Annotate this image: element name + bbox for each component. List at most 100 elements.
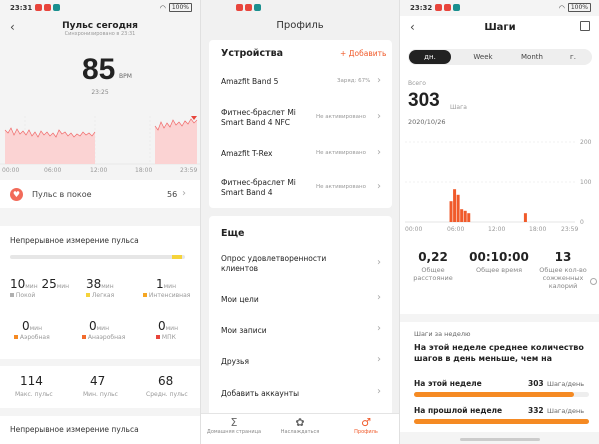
metric-label: Общее время — [475, 266, 523, 274]
stat-value: 114 — [20, 374, 43, 388]
device-row[interactable]: Фитнес-браслет Mi Smart Band 4 Не активи… — [209, 176, 392, 206]
share-icon[interactable] — [580, 21, 590, 31]
x-tick: 12:00 — [90, 167, 108, 174]
heart-icon: ♥ — [10, 188, 23, 201]
y-tick: 200 — [580, 139, 592, 146]
x-tick: 06:00 — [447, 226, 464, 233]
stat-value: 47 — [90, 374, 106, 388]
zone-value: 10мин 25мин — [10, 277, 70, 291]
device-row[interactable]: Фитнес-браслет Mi Smart Band 4 NFC Не ак… — [209, 106, 392, 136]
menu-item-goals[interactable]: Мои цели › — [209, 292, 392, 308]
this-week-label: На этой неделе — [414, 379, 482, 388]
chevron-right-icon: › — [377, 292, 381, 303]
add-device-button[interactable]: + Добавить — [340, 49, 387, 58]
nav-profile[interactable]: ♂ Профиль — [333, 416, 399, 435]
this-week-track — [414, 392, 589, 397]
steps-bar — [449, 201, 453, 222]
status-bar — [201, 0, 399, 16]
chevron-right-icon: › — [377, 386, 381, 397]
total-label: Всего — [408, 80, 426, 87]
menu-item-label: Опрос удовлетворенности клиентов — [221, 254, 327, 273]
devices-title: Устройства — [221, 48, 284, 59]
resting-pulse-label: Пульс в покое — [32, 190, 92, 199]
zone-label: Покой — [10, 292, 35, 299]
sync-text: Синхронизировано в 23:31 — [64, 31, 136, 37]
info-icon[interactable] — [590, 278, 597, 285]
status-time: 23:31 — [10, 4, 33, 12]
steps-bar — [523, 213, 527, 222]
notification-icons — [35, 4, 60, 11]
this-week-bar — [414, 392, 574, 397]
nav-label: Профиль — [354, 429, 378, 435]
device-row[interactable]: Amazfit Band 5 Заряд: 67% › — [209, 74, 392, 96]
wifi-icon: ◠ — [558, 3, 565, 12]
chevron-right-icon: › — [377, 111, 381, 122]
stat-label: Макс. пульс — [15, 391, 53, 398]
more-card: Еще Опрос удовлетворенности клиентов › М… — [209, 216, 392, 416]
device-name: Amazfit Band 5 — [221, 77, 279, 86]
chevron-right-icon: › — [377, 257, 381, 268]
steps-date: 2020/10/26 — [408, 118, 446, 126]
x-tick: 23:59 — [180, 167, 198, 174]
chevron-right-icon: › — [182, 188, 186, 199]
status-bar: 23:31 ◠ 100% — [0, 0, 200, 16]
battery-icon: 100% — [567, 3, 591, 12]
menu-item-records[interactable]: Мои записи › — [209, 323, 392, 339]
steps-bar — [456, 194, 460, 222]
chevron-right-icon: › — [377, 181, 381, 192]
steps-unit: Шага — [450, 104, 467, 111]
zone-value: 0мин — [89, 319, 109, 333]
weekly-card: Шаги за неделю На этой неделе среднее ко… — [400, 322, 599, 432]
y-tick: 100 — [580, 179, 592, 186]
nav-enjoy[interactable]: ✿ Наслаждаться — [267, 416, 333, 435]
page-title: Шаги — [484, 22, 516, 33]
more-title: Еще — [221, 228, 245, 239]
weekly-label: Шаги за неделю — [414, 330, 471, 338]
device-status: Не активировано — [316, 114, 366, 120]
menu-item-add-accounts[interactable]: Добавить аккаунты › — [209, 386, 392, 402]
home-icon: Σ — [230, 416, 238, 429]
continuous-pulse-card-2: Непрерывное измерение пульса — [0, 416, 200, 444]
zone-value: 0мин — [158, 319, 178, 333]
nav-home[interactable]: Σ Домашняя страница — [201, 416, 267, 435]
tab-day[interactable]: дн. — [409, 50, 451, 64]
profile-screen: Профиль Устройства + Добавить Amazfit Ba… — [200, 0, 399, 444]
zone-label: Анаэробная — [82, 334, 125, 341]
back-icon[interactable]: ‹ — [10, 20, 15, 34]
status-time: 23:32 — [410, 4, 433, 12]
pulse-stats-card: 114 Макс. пульс 47 Мин. пульс 68 Средн. … — [0, 366, 200, 408]
x-tick: 18:00 — [135, 167, 153, 174]
device-status: Не активировано — [316, 184, 366, 190]
notification-icons — [435, 4, 460, 11]
resting-pulse-row[interactable]: ♥ Пульс в покое 56 › — [0, 180, 200, 208]
home-indicator — [460, 438, 540, 441]
stat-value: 68 — [158, 374, 174, 388]
steps-bar — [463, 210, 467, 222]
stat-label: Мин. пульс — [83, 391, 118, 398]
menu-item-survey[interactable]: Опрос удовлетворенности клиентов › — [209, 252, 392, 278]
back-icon[interactable]: ‹ — [410, 20, 415, 34]
pulse-unit: BPM — [119, 73, 132, 80]
tab-month[interactable]: Month — [521, 53, 543, 61]
menu-item-label: Добавить аккаунты — [221, 389, 300, 398]
steps-bar — [453, 189, 457, 222]
tab-year[interactable]: г. — [570, 53, 576, 61]
pulse-chart — [0, 116, 200, 165]
notification-icons — [236, 4, 261, 11]
metric-label: Общее расстояние — [413, 266, 453, 282]
steps-card: ‹ Шаги дн. Week Month г. Всего 303 Шага … — [400, 16, 599, 314]
x-tick: 06:00 — [44, 167, 62, 174]
x-tick: 18:00 — [529, 226, 546, 233]
last-week-track — [414, 419, 589, 424]
device-row[interactable]: Amazfit T-Rex Не активировано › — [209, 146, 392, 168]
stat-label: Средн. пульс — [146, 391, 188, 398]
device-name: Фитнес-браслет Mi Smart Band 4 NFC — [221, 108, 296, 127]
menu-item-friends[interactable]: Друзья › — [209, 354, 392, 370]
devices-card: Устройства + Добавить Amazfit Band 5 Зар… — [209, 40, 392, 208]
device-name: Фитнес-браслет Mi Smart Band 4 — [221, 178, 296, 197]
steps-chart: 200 100 0 00:00 06:00 12:00 18:00 23:59 — [405, 139, 592, 233]
zone-value: 0мин — [22, 319, 42, 333]
metric-label: Общее кол-во сожженных калорий — [539, 266, 587, 290]
weekly-summary: На этой неделе среднее количество шагов … — [414, 343, 584, 363]
tab-week[interactable]: Week — [473, 53, 493, 61]
